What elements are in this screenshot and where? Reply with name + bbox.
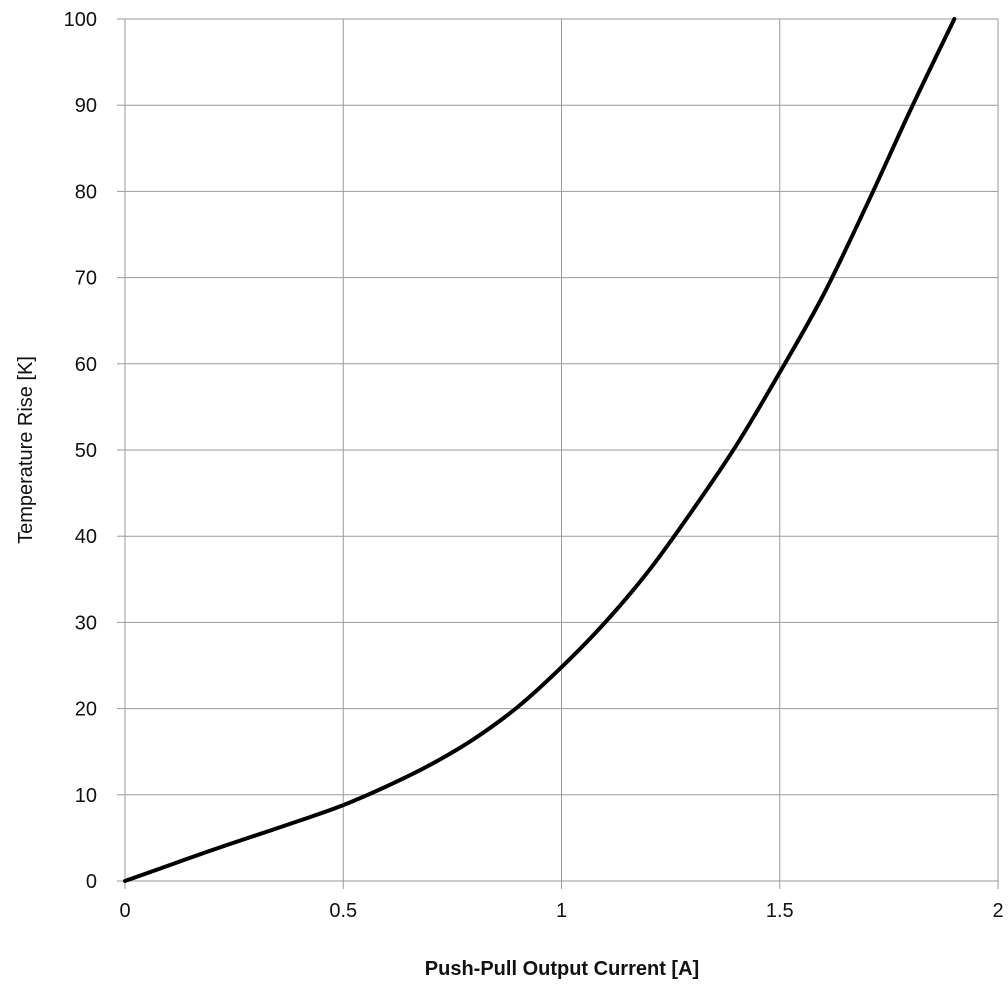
y-tick-label: 80 [75,181,97,203]
x-tick-label: 0.5 [329,900,357,922]
x-tick-label: 0 [119,900,130,922]
y-tick-label: 90 [75,95,97,117]
axes [117,18,999,889]
y-tick-label: 20 [75,699,97,721]
y-tick-label: 40 [75,526,97,548]
series-line [123,17,957,883]
grid-lines [124,18,999,882]
y-tick-label: 70 [75,268,97,290]
x-tick-labels: 0 0.5 1 1.5 2 [119,900,1003,922]
y-tick-label: 0 [86,871,97,893]
y-tick-label: 100 [64,9,97,31]
y-tick-labels: 0 10 20 30 40 50 60 70 80 90 100 [64,9,97,893]
x-axis-title: Push-Pull Output Current [A] [425,958,699,980]
x-tick-label: 2 [992,900,1003,922]
x-tick-label: 1 [556,900,567,922]
y-tick-label: 60 [75,354,97,376]
x-tick-label: 1.5 [766,900,794,922]
y-tick-label: 50 [75,440,97,462]
y-tick-label: 10 [75,785,97,807]
y-axis-title: Temperature Rise [K] [15,356,37,544]
y-tick-label: 30 [75,612,97,634]
series-layer [123,17,957,883]
